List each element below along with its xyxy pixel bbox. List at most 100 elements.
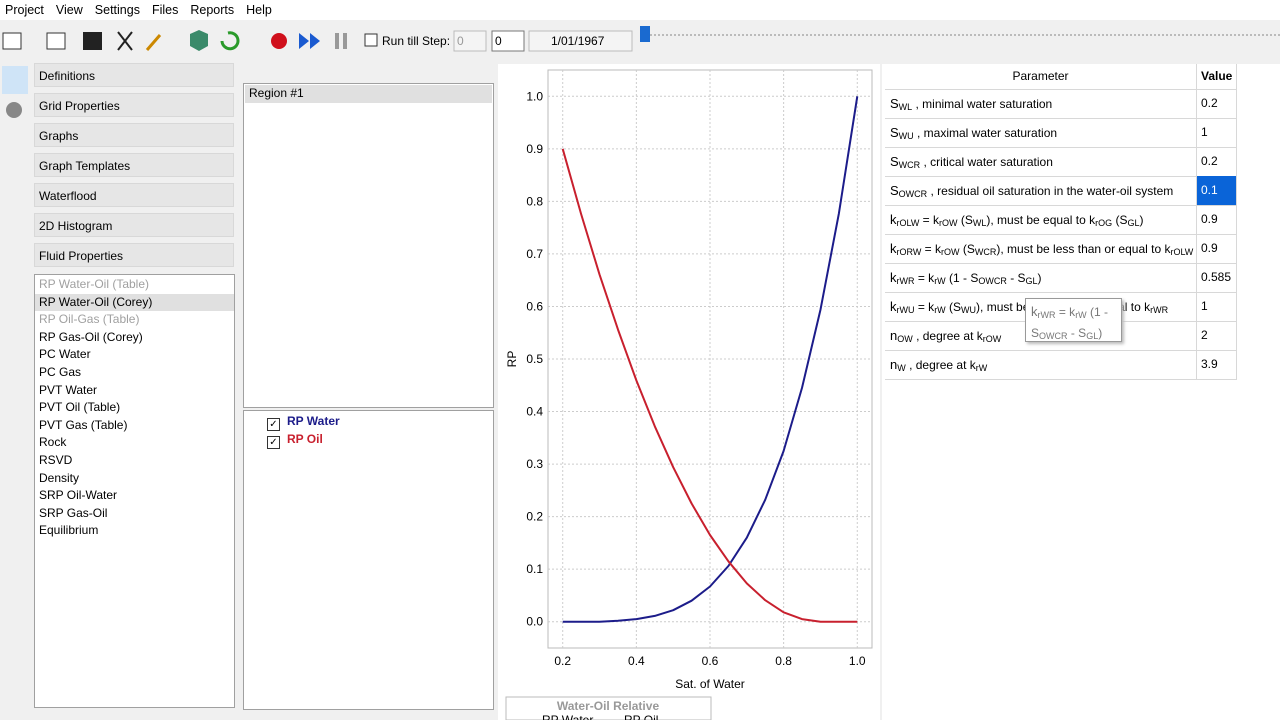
fast-forward-button[interactable]: [299, 33, 320, 49]
header-cell[interactable]: Value: [1197, 64, 1237, 89]
step-to-spinner[interactable]: [491, 30, 525, 52]
value-cell[interactable]: 0.2: [1197, 89, 1237, 118]
nav-button[interactable]: Grid Properties: [34, 93, 234, 117]
label-part: (S: [957, 213, 973, 227]
label-part: rWR: [896, 276, 915, 286]
list-item[interactable]: RP Gas-Oil (Corey): [39, 329, 143, 344]
list-item[interactable]: Equilibrium: [39, 523, 99, 538]
list-item[interactable]: RSVD: [39, 452, 73, 467]
curve-row: ✓ RP Water: [267, 414, 493, 432]
label-part: GL: [1127, 218, 1140, 228]
y-tick-label: 0.1: [526, 562, 543, 576]
y-tick-label: 0.5: [526, 352, 543, 366]
parameter-cell[interactable]: SWCR , critical water saturation: [885, 147, 1197, 176]
label-part: rOG: [1095, 218, 1113, 228]
x-axis-label: Sat. of Water: [675, 677, 745, 691]
parameter-cell[interactable]: SOWCR , residual oil saturation in the w…: [885, 176, 1197, 205]
nav-button[interactable]: Waterflood: [34, 183, 234, 207]
y-tick-label: 0.0: [526, 615, 543, 629]
grid-icon[interactable]: [190, 30, 208, 51]
label-part: rWR: [1037, 310, 1056, 320]
parameter-cell[interactable]: krOLW = krOW (SWL), must be equal to krO…: [885, 205, 1197, 234]
value-cell[interactable]: 0.585: [1197, 263, 1237, 292]
list-item[interactable]: Rock: [39, 435, 67, 450]
header-cell[interactable]: Parameter: [885, 64, 1197, 89]
label-part: rORW: [896, 247, 922, 257]
refresh-icon[interactable]: [220, 31, 240, 51]
nav-button[interactable]: Graph Templates: [34, 153, 234, 177]
label-part: - S: [1006, 271, 1026, 285]
parameter-cell[interactable]: SWL , minimal water saturation: [885, 89, 1197, 118]
value-cell[interactable]: 1: [1197, 292, 1237, 321]
pause-button[interactable]: [335, 33, 339, 49]
value-cell[interactable]: 0.1: [1197, 176, 1237, 205]
date[interactable]: 1/01/1967: [551, 34, 605, 48]
parameter-cell[interactable]: krORW = krOW (SWCR), must be less than o…: [885, 234, 1197, 263]
list-item[interactable]: PVT Gas (Table): [39, 417, 128, 432]
step-from[interactable]: 0: [457, 34, 464, 48]
x-tick-label: 0.2: [554, 654, 571, 668]
menu-item[interactable]: View: [55, 3, 83, 17]
wand-icon[interactable]: [145, 34, 162, 51]
label-part: WCR: [898, 160, 921, 170]
checkbox[interactable]: ✓: [267, 418, 280, 431]
parameter-cell[interactable]: nOW , degree at krOW: [885, 321, 1197, 350]
menu-item[interactable]: Settings: [94, 3, 140, 17]
value-cell[interactable]: 1: [1197, 118, 1237, 147]
parameter-cell[interactable]: krWR = krW (1 - SOWCR - SGL): [885, 263, 1197, 292]
y-tick-label: 0.7: [526, 247, 543, 261]
menu-item[interactable]: Project: [5, 3, 44, 17]
timeline-handle[interactable]: [640, 26, 650, 42]
value-cell[interactable]: 3.9: [1197, 350, 1237, 379]
nav-button[interactable]: Definitions: [34, 63, 234, 87]
curve-row: ✓ RP Oil: [267, 432, 493, 450]
list-item[interactable]: PC Gas: [39, 364, 82, 379]
y-tick-label: 1.0: [526, 89, 543, 103]
date-picker[interactable]: [528, 30, 633, 52]
menu-item[interactable]: Reports: [190, 3, 235, 17]
value-cell[interactable]: 2: [1197, 321, 1237, 350]
list-item[interactable]: PVT Oil (Table): [39, 400, 121, 415]
label-part: , maximal water saturation: [913, 126, 1058, 140]
list-item[interactable]: SRP Gas-Oil: [39, 505, 108, 520]
checkbox[interactable]: ✓: [267, 435, 280, 449]
run-till-checkbox[interactable]: [364, 33, 378, 47]
value-cell[interactable]: 0.9: [1197, 234, 1237, 263]
window-icon[interactable]: [46, 32, 66, 50]
value-cell[interactable]: 0.2: [1197, 147, 1237, 176]
region-item[interactable]: Region #1: [245, 85, 492, 103]
parameter-cell[interactable]: SWU , maximal water saturation: [885, 118, 1197, 147]
table-header: Parameter Value: [885, 64, 1237, 90]
menu-item[interactable]: Files: [151, 3, 179, 17]
step-from-spinner[interactable]: [453, 30, 487, 52]
parameter-cell[interactable]: nW , degree at krW: [885, 350, 1197, 379]
list-item[interactable]: RP Water-Oil (Corey): [35, 293, 234, 312]
cut-icon[interactable]: [117, 31, 133, 51]
curve-name[interactable]: RP Oil: [287, 431, 323, 446]
label-part: rWU: [896, 305, 915, 315]
label-part: WU: [898, 131, 914, 141]
step-to[interactable]: 0: [495, 34, 502, 48]
list-item[interactable]: SRP Oil-Water: [39, 488, 118, 503]
nav-button[interactable]: Fluid Properties: [34, 243, 234, 267]
new-icon[interactable]: [2, 32, 22, 50]
label-part: W: [897, 363, 906, 373]
settings-tab[interactable]: [6, 102, 22, 118]
nav-button[interactable]: 2D Histogram: [34, 213, 234, 237]
nav-button[interactable]: Graphs: [34, 123, 234, 147]
save-icon[interactable]: [83, 32, 102, 50]
menu-item[interactable]: Help: [246, 3, 272, 17]
curve-name[interactable]: RP Water: [287, 414, 340, 428]
curve-list: ✓ RP Water ✓ RP Oil: [243, 410, 494, 710]
record-button[interactable]: [271, 33, 287, 49]
list-item[interactable]: PC Water: [39, 347, 91, 362]
timeline[interactable]: [645, 34, 1280, 37]
x-tick-label: 1.0: [849, 654, 866, 668]
list-item[interactable]: Density: [39, 470, 80, 485]
value-cell[interactable]: 0.9: [1197, 205, 1237, 234]
pause-button[interactable]: [343, 33, 347, 49]
list-item[interactable]: PVT Water: [39, 382, 98, 397]
tree-tab[interactable]: [2, 66, 28, 94]
label-part: = k: [914, 300, 935, 314]
